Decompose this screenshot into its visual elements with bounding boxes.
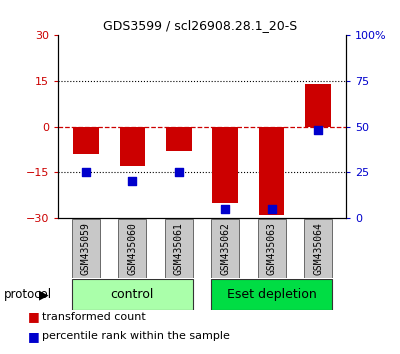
Text: GSM435063: GSM435063 xyxy=(267,222,277,275)
Bar xyxy=(118,219,146,278)
Text: GSM435064: GSM435064 xyxy=(313,222,323,275)
Text: ▶: ▶ xyxy=(39,288,49,301)
Bar xyxy=(304,219,332,278)
Text: GSM435061: GSM435061 xyxy=(174,222,184,275)
Point xyxy=(129,178,136,184)
Bar xyxy=(166,127,192,151)
Bar xyxy=(72,219,100,278)
Bar xyxy=(73,127,99,154)
Text: GDS3599 / scl26908.28.1_20-S: GDS3599 / scl26908.28.1_20-S xyxy=(103,19,297,33)
Bar xyxy=(258,219,286,278)
Text: transformed count: transformed count xyxy=(42,312,146,322)
Point xyxy=(268,206,275,211)
Text: GSM435060: GSM435060 xyxy=(127,222,137,275)
Bar xyxy=(211,219,239,278)
Bar xyxy=(305,84,331,127)
Text: Eset depletion: Eset depletion xyxy=(227,288,316,301)
Text: protocol: protocol xyxy=(4,288,52,301)
Bar xyxy=(212,127,238,202)
Bar xyxy=(72,279,193,310)
Text: control: control xyxy=(111,288,154,301)
Text: GSM435062: GSM435062 xyxy=(220,222,230,275)
Bar xyxy=(211,279,332,310)
Point xyxy=(222,206,228,211)
Bar xyxy=(120,127,145,166)
Point xyxy=(315,127,321,133)
Text: ■: ■ xyxy=(28,310,40,323)
Text: percentile rank within the sample: percentile rank within the sample xyxy=(42,331,230,341)
Bar xyxy=(259,127,284,215)
Bar xyxy=(165,219,193,278)
Text: GSM435059: GSM435059 xyxy=(81,222,91,275)
Text: ■: ■ xyxy=(28,330,40,343)
Point xyxy=(176,169,182,175)
Point xyxy=(83,169,89,175)
